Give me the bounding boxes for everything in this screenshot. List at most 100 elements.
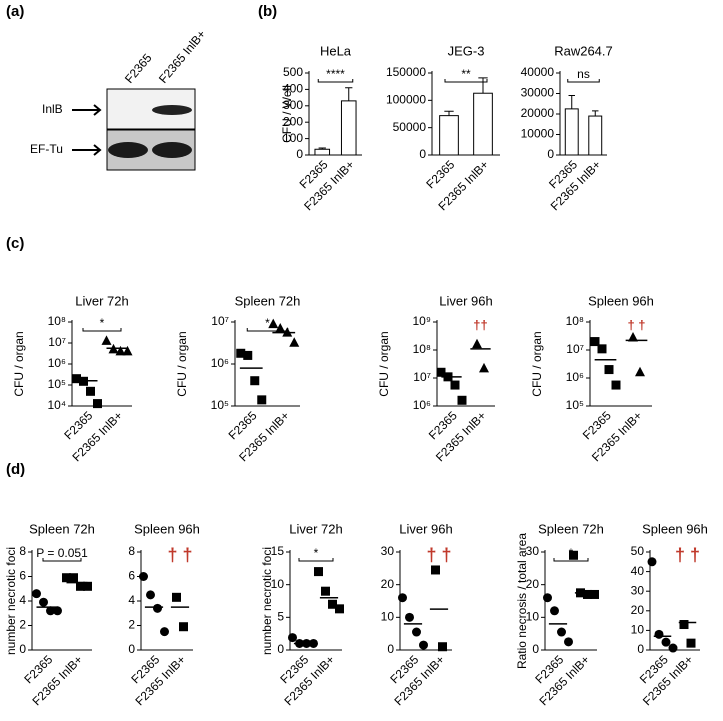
y-tick-label: 10⁸ [566,314,584,328]
point [479,362,489,373]
point [275,323,286,333]
significance-bracket [82,328,122,332]
point [39,597,48,607]
significance-bracket [298,558,334,562]
y-tick-label: 10⁶ [48,356,66,370]
y-tick-label: 0 [419,147,426,161]
point [328,599,337,609]
y-tick-label: 10⁶ [566,370,584,384]
y-tick-label: 6 [19,569,26,583]
point [611,380,621,390]
y-tick-label: 10 [526,610,540,624]
y-tick-label: 50 [631,544,645,558]
band [152,105,192,115]
point [243,350,253,360]
y-tick-label: 40000 [521,65,555,79]
y-tick-label: 10⁵ [566,398,584,412]
point [543,593,552,603]
point [679,620,689,630]
panel-label: (c) [6,235,24,252]
chart-title: Spleen 72h [235,293,301,308]
point [32,589,41,599]
point [288,633,297,643]
significance-label: ns [577,67,590,81]
significance-label: † † [675,545,700,565]
y-tick-label: 10⁵ [48,377,66,391]
point [46,606,55,616]
bar [473,92,493,156]
chart-title: HeLa [320,43,352,58]
point [654,629,664,639]
y-tick-label: 10 [381,610,395,624]
y-axis-label: CFU / organ [377,331,391,396]
point [438,642,447,652]
point [628,331,638,342]
point [590,589,599,599]
y-axis-label: CFU / Well [280,85,294,143]
y-tick-label: 6 [128,569,135,583]
point [405,612,414,622]
significance-label: P = 0.051 [36,546,88,560]
y-axis-label: CFU / organ [12,331,26,396]
chart-title: Spleen 96h [588,293,654,308]
panel-label: (b) [258,3,277,20]
y-tick-label: 30000 [521,86,555,100]
point [557,627,566,637]
y-tick-label: 4 [19,593,26,607]
y-axis-label: Ratio necrosis / total area [515,533,529,669]
lane-label: F2365 [122,51,155,86]
band [152,142,192,158]
y-tick-label: 20 [381,577,395,591]
western-blot: F2365 F2365 InlB+ InlB EF-Tu [30,27,209,171]
y-tick-label: 0 [547,147,554,161]
y-tick-label: 20 [631,603,645,617]
point [635,366,645,377]
chart-title: Liver 72h [75,293,128,308]
arrow [72,144,102,156]
y-axis-label: CFU / organ [530,331,544,396]
point [661,637,671,647]
bar [340,100,357,156]
chart-title: Spleen 96h [642,521,708,536]
band-label: EF-Tu [30,142,63,156]
significance-label: * [314,546,319,560]
error-bar [592,110,599,117]
point [236,348,246,358]
point [436,367,446,377]
significance-label: * [265,316,270,330]
y-axis-label: number necrotic foci [260,547,274,655]
point [686,638,696,648]
significance-label: † † [426,545,451,565]
y-tick-label: 200 [283,114,303,128]
y-tick-label: 10⁷ [211,314,229,328]
y-tick-label: 0 [296,147,303,161]
point [72,374,81,384]
error-bar [345,87,353,101]
chart-title: Liver 96h [399,521,452,536]
point [457,395,467,405]
point [668,643,678,653]
significance-label: **** [326,67,345,81]
point [309,638,318,648]
y-tick-label: 0 [19,642,26,656]
y-tick-label: 10 [271,577,285,591]
y-tick-label: 0 [637,642,644,656]
y-axis-label: CFU / organ [175,331,189,396]
error-bar [478,77,488,94]
y-tick-label: 150000 [386,65,426,79]
y-tick-label: 10⁷ [413,370,431,384]
y-tick-label: 10⁷ [566,342,584,356]
y-tick-label: 5 [277,610,284,624]
point [160,627,169,637]
point [647,557,657,567]
point [450,380,460,390]
point [604,365,614,375]
point [83,581,92,591]
panel-label: (d) [6,461,25,478]
y-tick-label: 400 [283,82,303,96]
point [321,586,330,596]
significance-label: †† [473,317,487,332]
y-tick-label: 20 [526,577,540,591]
band [108,142,148,158]
y-axis-label: number necrotic foci [4,547,18,655]
